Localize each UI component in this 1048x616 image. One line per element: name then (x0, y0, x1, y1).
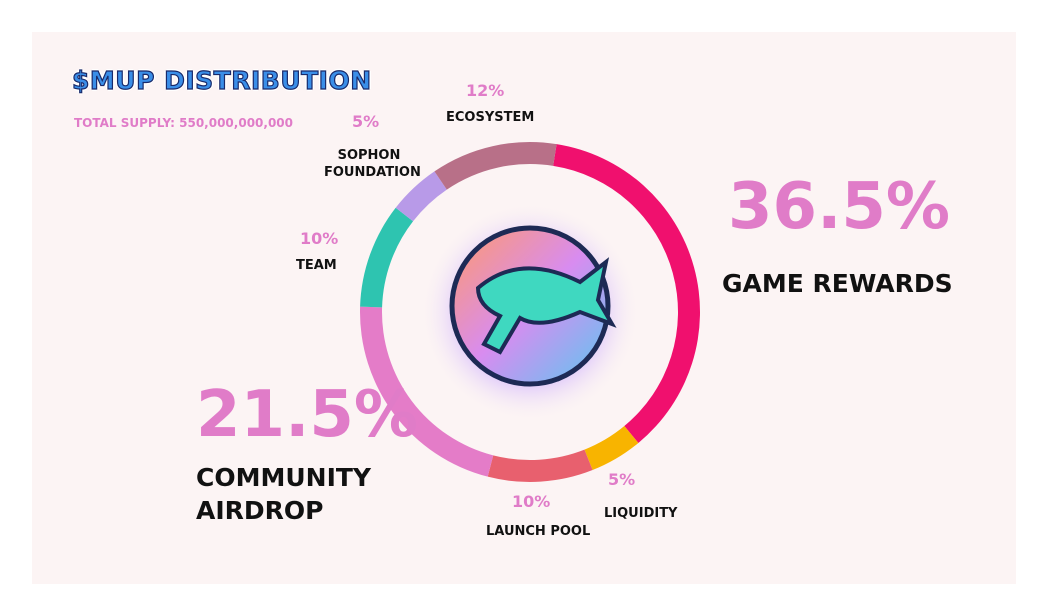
donut-segment (360, 207, 414, 308)
donut-segment (553, 144, 700, 443)
category-label: LAUNCH POOL (486, 524, 591, 539)
category-label: GAME REWARDS (722, 269, 953, 298)
donut-segment (360, 306, 494, 477)
value-label: 10% (300, 229, 339, 248)
donut-segment (584, 426, 639, 471)
value-label: 5% (352, 112, 380, 131)
value-label: 10% (512, 492, 551, 511)
subtitle: TOTAL SUPPLY: 550,000,000,000 (74, 116, 293, 130)
category-label: ECOSYSTEM (446, 110, 535, 125)
value-label: 21.5% (196, 378, 419, 452)
donut-segment (434, 142, 557, 190)
value-label: 5% (608, 470, 636, 489)
category-label: TEAM (296, 258, 337, 273)
donut-segment (487, 449, 593, 482)
title: $MUP DISTRIBUTION (71, 65, 372, 95)
donut-segment (395, 171, 447, 222)
category-label: COMMUNITY AIRDROP (196, 463, 372, 525)
category-label: LIQUIDITY (604, 506, 678, 521)
icon-fish (475, 257, 617, 355)
value-label: 12% (466, 81, 505, 100)
category-label: SOPHON FOUNDATION (324, 148, 421, 180)
value-label: 36.5% (728, 170, 951, 244)
